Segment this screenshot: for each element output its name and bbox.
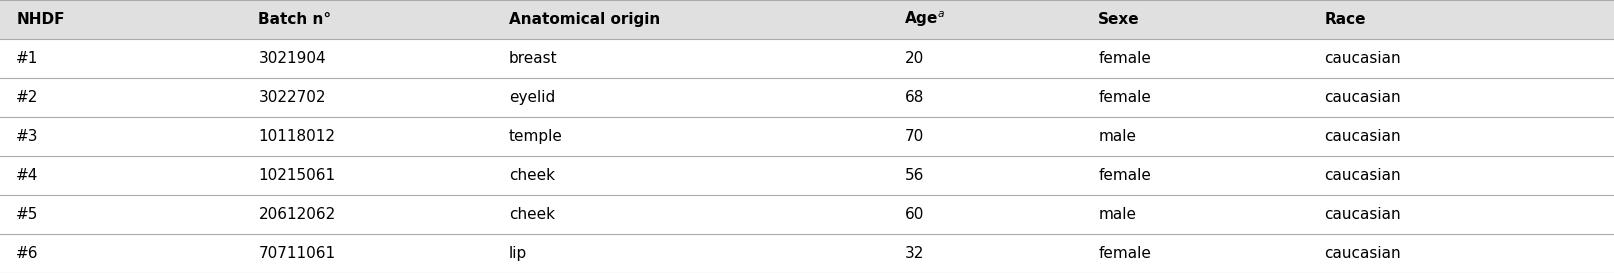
Bar <box>0 78 1614 117</box>
Text: cheek: cheek <box>508 168 554 183</box>
Text: 20612062: 20612062 <box>258 207 336 222</box>
Text: #4: #4 <box>16 168 39 183</box>
Text: female: female <box>1098 168 1151 183</box>
Text: #2: #2 <box>16 90 39 105</box>
Text: temple: temple <box>508 129 562 144</box>
Text: #1: #1 <box>16 51 39 66</box>
Text: caucasian: caucasian <box>1323 129 1399 144</box>
Bar <box>0 195 1614 234</box>
Text: Batch n°: Batch n° <box>258 12 331 27</box>
Text: NHDF: NHDF <box>16 12 65 27</box>
Text: caucasian: caucasian <box>1323 90 1399 105</box>
Text: 70711061: 70711061 <box>258 246 336 261</box>
Text: 56: 56 <box>904 168 923 183</box>
Text: 68: 68 <box>904 90 923 105</box>
Text: male: male <box>1098 207 1136 222</box>
Text: 70: 70 <box>904 129 923 144</box>
Text: 60: 60 <box>904 207 923 222</box>
Text: 10118012: 10118012 <box>258 129 336 144</box>
Text: caucasian: caucasian <box>1323 168 1399 183</box>
Text: eyelid: eyelid <box>508 90 555 105</box>
Text: #5: #5 <box>16 207 39 222</box>
Text: 32: 32 <box>904 246 923 261</box>
Text: 3022702: 3022702 <box>258 90 326 105</box>
Text: Race: Race <box>1323 12 1365 27</box>
Text: female: female <box>1098 51 1151 66</box>
Text: female: female <box>1098 246 1151 261</box>
Text: 10215061: 10215061 <box>258 168 336 183</box>
Text: breast: breast <box>508 51 557 66</box>
Text: #6: #6 <box>16 246 39 261</box>
Text: Age$^a$: Age$^a$ <box>904 10 944 29</box>
Text: Anatomical origin: Anatomical origin <box>508 12 660 27</box>
Text: male: male <box>1098 129 1136 144</box>
Bar <box>0 234 1614 273</box>
Text: 20: 20 <box>904 51 923 66</box>
Text: cheek: cheek <box>508 207 554 222</box>
Text: Sexe: Sexe <box>1098 12 1139 27</box>
Text: 3021904: 3021904 <box>258 51 326 66</box>
Text: #3: #3 <box>16 129 39 144</box>
Text: caucasian: caucasian <box>1323 246 1399 261</box>
Bar <box>0 117 1614 156</box>
Bar <box>0 0 1614 39</box>
Bar <box>0 39 1614 78</box>
Bar <box>0 156 1614 195</box>
Text: female: female <box>1098 90 1151 105</box>
Text: caucasian: caucasian <box>1323 207 1399 222</box>
Text: caucasian: caucasian <box>1323 51 1399 66</box>
Text: lip: lip <box>508 246 526 261</box>
